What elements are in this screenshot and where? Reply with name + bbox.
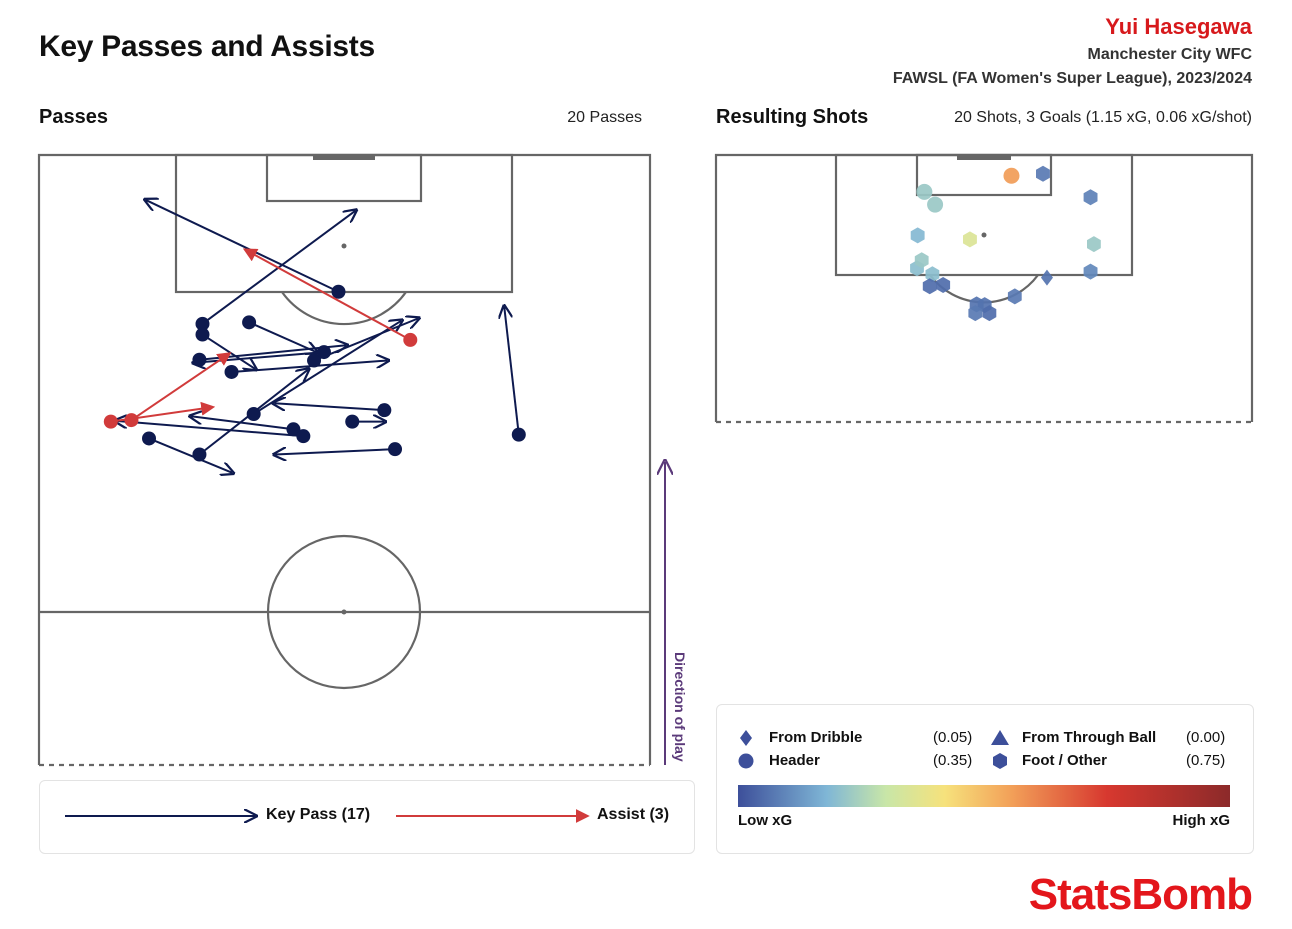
shot-marker-foot [1036,165,1050,182]
center-circle [266,534,422,690]
key-pass-arrow [275,449,396,454]
legend-through-ball-icon [991,730,1009,745]
penalty-spot [341,243,347,249]
key-pass-start-point [192,352,207,367]
legend-header-label: Header [769,752,820,769]
passes-title: Passes [39,106,108,128]
center-spot [341,609,347,615]
key-pass-arrow [504,307,520,435]
legend-foot-icon [993,753,1007,769]
key-pass-start-point [142,431,157,446]
shots-six-yard-box [915,153,1053,197]
key-pass-arrow [146,200,339,293]
key-pass-arrow [201,333,255,369]
shot-layer [910,165,1101,322]
legend-through-ball-xg: (0.00) [1186,729,1226,746]
key-pass-start-point [246,406,261,421]
shot-marker-foot [1087,236,1101,253]
shot-marker-header [916,183,933,200]
assist-start-point [403,332,418,347]
legend-dribble-icon [740,730,752,746]
key-pass-start-point [307,353,322,368]
penalty-arc [281,291,407,326]
low-xg-label: Low xG [738,812,793,829]
shot-legend-symbols [738,730,1230,807]
key-pass-arrow [248,321,316,352]
key-pass-arrow [274,403,385,412]
assist-start-point [124,413,139,428]
legend-foot-xg: (0.75) [1186,752,1226,769]
legend-header-icon [738,753,754,769]
key-pass-start-point [242,315,257,330]
key-pass-start-point [224,364,239,379]
key-pass-arrow [194,351,325,363]
shot-marker-foot [910,227,925,244]
legend-assist-label: Assist (3) [597,806,670,823]
shot-marker-foot [968,305,983,322]
key-pass-start-point [296,429,311,444]
key-pass-arrow [116,421,304,438]
shots-summary: 20 Shots, 3 Goals (1.15 xG, 0.06 xG/shot… [954,109,1252,126]
legend-through-ball-label: From Through Ball [1022,729,1157,746]
key-pass-start-point [331,284,346,299]
shot-marker-header [927,196,944,213]
shot-marker-foot [922,278,937,295]
shots-goal [957,154,1011,160]
legend-foot-label: Foot / Other [1022,752,1107,769]
shot-marker-foot [982,305,997,322]
assist-start-point [103,414,118,429]
shots-penalty-box [834,153,1134,277]
shot-marker-header [1003,167,1020,184]
assist-arrow [242,248,411,341]
shot-marker-foot [925,266,940,283]
legend-header-xg: (0.35) [933,752,973,769]
shot-marker-foot [963,231,977,248]
key-pass-start-point [377,403,392,418]
shot-legend [716,704,1254,854]
xg-colorbar [738,785,1230,807]
key-pass-start-point [286,422,301,437]
key-pass-start-point [388,442,403,457]
passes-count: 20 Passes [567,109,642,126]
key-pass-start-point [195,316,210,331]
legend-key-pass-label: Key Pass (17) [266,806,371,823]
key-pass-arrow [191,416,294,431]
statsbomb-logo: StatsBomb [1028,870,1253,919]
shot-marker-foot [914,252,929,269]
shots-penalty-spot [981,232,987,238]
shots-title: Resulting Shots [716,106,869,128]
shots-pitch [714,153,1254,424]
legend-dribble-label: From Dribble [769,729,863,746]
competition-name: FAWSL (FA Women's Super League), 2023/20… [892,70,1252,87]
key-pass-start-point [195,327,210,342]
direction-label: Direction of play [672,652,688,762]
shot-marker-foot [1007,288,1022,305]
pass-layer [103,200,526,473]
player-name: Yui Hasegawa [1105,14,1252,39]
page-title: Key Passes and Assists [39,30,375,63]
shot-marker-dribble [1040,269,1053,286]
key-pass-arrow [231,361,388,373]
key-pass-start-point [511,427,526,442]
assist-arrow [130,352,232,421]
shot-marker-foot [1083,263,1098,280]
pass-legend-arrows [65,809,590,823]
goal [313,154,375,160]
key-pass-start-point [345,414,360,429]
team-name: Manchester City WFC [1087,46,1252,63]
shot-marker-foot [1083,189,1098,206]
key-pass-arrow [148,437,232,472]
legend-dribble-xg: (0.05) [933,729,973,746]
passes-pitch [37,153,700,767]
shot-marker-foot [936,277,951,293]
high-xg-label: High xG [1172,812,1230,829]
